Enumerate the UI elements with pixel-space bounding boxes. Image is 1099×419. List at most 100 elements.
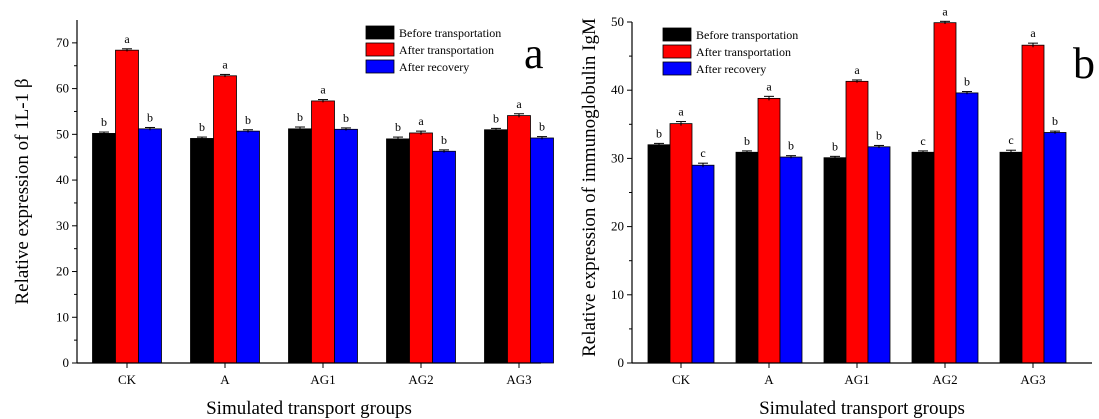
bar-after-transportation-a xyxy=(757,97,781,364)
bar-after-recovery-ag3 xyxy=(530,137,554,364)
bar-before-transportation-ag2 xyxy=(911,151,935,364)
bar-after-transportation-ck xyxy=(669,123,693,364)
significance-label: b xyxy=(297,110,303,124)
y-tick-label: 40 xyxy=(56,172,69,187)
significance-label: b xyxy=(876,128,882,142)
y-tick-label: 20 xyxy=(611,219,624,234)
x-axis-title: Simulated transport groups xyxy=(759,398,965,419)
legend-label: After recovery xyxy=(399,60,469,74)
panel-a: b b b b b a a a a a b b b b b 0 10 20 30 40 50 60 70 CK A AG1 AG2 A… xyxy=(12,20,554,419)
y-tick-label: 0 xyxy=(618,355,625,370)
legend-swatch xyxy=(365,59,395,74)
bar-after-recovery-ag2 xyxy=(955,92,979,364)
significance-label: a xyxy=(854,63,860,77)
bar-after-recovery-a xyxy=(779,156,803,364)
significance-label: a xyxy=(516,97,522,111)
significance-label: a xyxy=(942,4,948,18)
significance-label: a xyxy=(320,83,326,97)
legend-swatch xyxy=(365,25,395,40)
y-tick-label: 70 xyxy=(56,35,69,50)
significance-label: b xyxy=(395,120,401,134)
bar-after-recovery-ag3 xyxy=(1043,132,1067,364)
y-tick-label: 50 xyxy=(56,126,69,141)
bar-before-transportation-ck xyxy=(92,133,116,364)
significance-label: b xyxy=(539,120,545,134)
significance-label: c xyxy=(1008,133,1013,147)
x-tick-label: AG2 xyxy=(932,372,957,387)
significance-label: b xyxy=(964,75,970,89)
x-tick-label: A xyxy=(220,372,230,387)
y-tick-label: 60 xyxy=(56,81,69,96)
y-tick-label: 0 xyxy=(63,355,70,370)
x-tick-label: CK xyxy=(118,372,137,387)
bar-before-transportation-ag3 xyxy=(484,129,508,364)
significance-label: b xyxy=(744,134,750,148)
significance-label: a xyxy=(124,32,130,46)
significance-label: b xyxy=(1052,114,1058,128)
bar-after-recovery-ag1 xyxy=(334,128,358,364)
significance-label: b xyxy=(656,126,662,140)
y-tick-label: 30 xyxy=(56,218,69,233)
x-tick-label: AG1 xyxy=(844,372,869,387)
y-tick-label: 20 xyxy=(56,264,69,279)
significance-label: b xyxy=(441,133,447,147)
x-axis-title: Simulated transport groups xyxy=(206,398,412,419)
significance-label: b xyxy=(832,139,838,153)
legend-swatch xyxy=(662,27,692,42)
significance-label: a xyxy=(418,114,424,128)
bar-after-recovery-a xyxy=(236,130,260,364)
y-axis-title: Relative expression of 1L-1 β xyxy=(12,79,33,305)
significance-label: b xyxy=(101,115,107,129)
bar-after-recovery-ag2 xyxy=(432,150,456,364)
y-tick-label: 30 xyxy=(611,150,624,165)
bar-before-transportation-ag2 xyxy=(386,138,410,364)
legend-label: Before transportation xyxy=(696,28,798,42)
y-tick-label: 50 xyxy=(611,14,624,29)
bar-before-transportation-ag3 xyxy=(999,151,1023,364)
significance-label: b xyxy=(788,139,794,153)
bar-after-transportation-ck xyxy=(115,49,139,364)
x-tick-label: CK xyxy=(672,372,691,387)
y-axis-title: Relative expression of immunoglobulin Ig… xyxy=(579,18,600,357)
significance-label: b xyxy=(343,111,349,125)
significance-label: a xyxy=(1030,26,1036,40)
bar-before-transportation-ag1 xyxy=(288,128,312,364)
significance-label: c xyxy=(700,146,705,160)
x-tick-label: AG1 xyxy=(310,372,335,387)
y-tick-label: 10 xyxy=(56,309,69,324)
significance-label: a xyxy=(766,79,772,93)
significance-label: b xyxy=(199,120,205,134)
significance-label: b xyxy=(245,113,251,127)
bar-after-transportation-ag3 xyxy=(507,115,531,364)
x-tick-label: AG3 xyxy=(506,372,531,387)
legend-swatch xyxy=(365,42,395,57)
bar-before-transportation-ag1 xyxy=(823,157,847,364)
bar-before-transportation-a xyxy=(735,151,759,364)
bar-before-transportation-a xyxy=(190,138,214,364)
legend-label: After recovery xyxy=(696,62,766,76)
significance-label: b xyxy=(147,110,153,124)
x-tick-label: AG3 xyxy=(1020,372,1045,387)
x-tick-label: A xyxy=(764,372,774,387)
bar-after-transportation-ag1 xyxy=(311,100,335,364)
legend-swatch xyxy=(662,61,692,76)
bar-after-transportation-ag2 xyxy=(409,132,433,364)
bar-after-transportation-ag1 xyxy=(845,80,869,364)
significance-label: a xyxy=(678,105,684,119)
panel-label: b xyxy=(1073,39,1095,88)
legend-label: After transportation xyxy=(696,45,791,59)
y-tick-label: 40 xyxy=(611,82,624,97)
panel-b: b b b c c a a a a a c b b b b 0 10 20 30 40 50 CK A AG1 AG2 AG3 Si… xyxy=(579,4,1095,419)
legend-label: Before transportation xyxy=(399,26,501,40)
significance-label: b xyxy=(493,111,499,125)
bar-after-transportation-ag2 xyxy=(933,22,957,364)
bar-after-transportation-ag3 xyxy=(1021,44,1045,364)
bar-after-recovery-ck xyxy=(138,128,162,364)
bar-before-transportation-ck xyxy=(647,144,671,364)
bar-after-recovery-ag1 xyxy=(867,146,891,364)
legend-swatch xyxy=(662,44,692,59)
panel-label: a xyxy=(524,29,544,78)
bar-after-transportation-a xyxy=(213,75,237,364)
significance-label: c xyxy=(920,134,925,148)
